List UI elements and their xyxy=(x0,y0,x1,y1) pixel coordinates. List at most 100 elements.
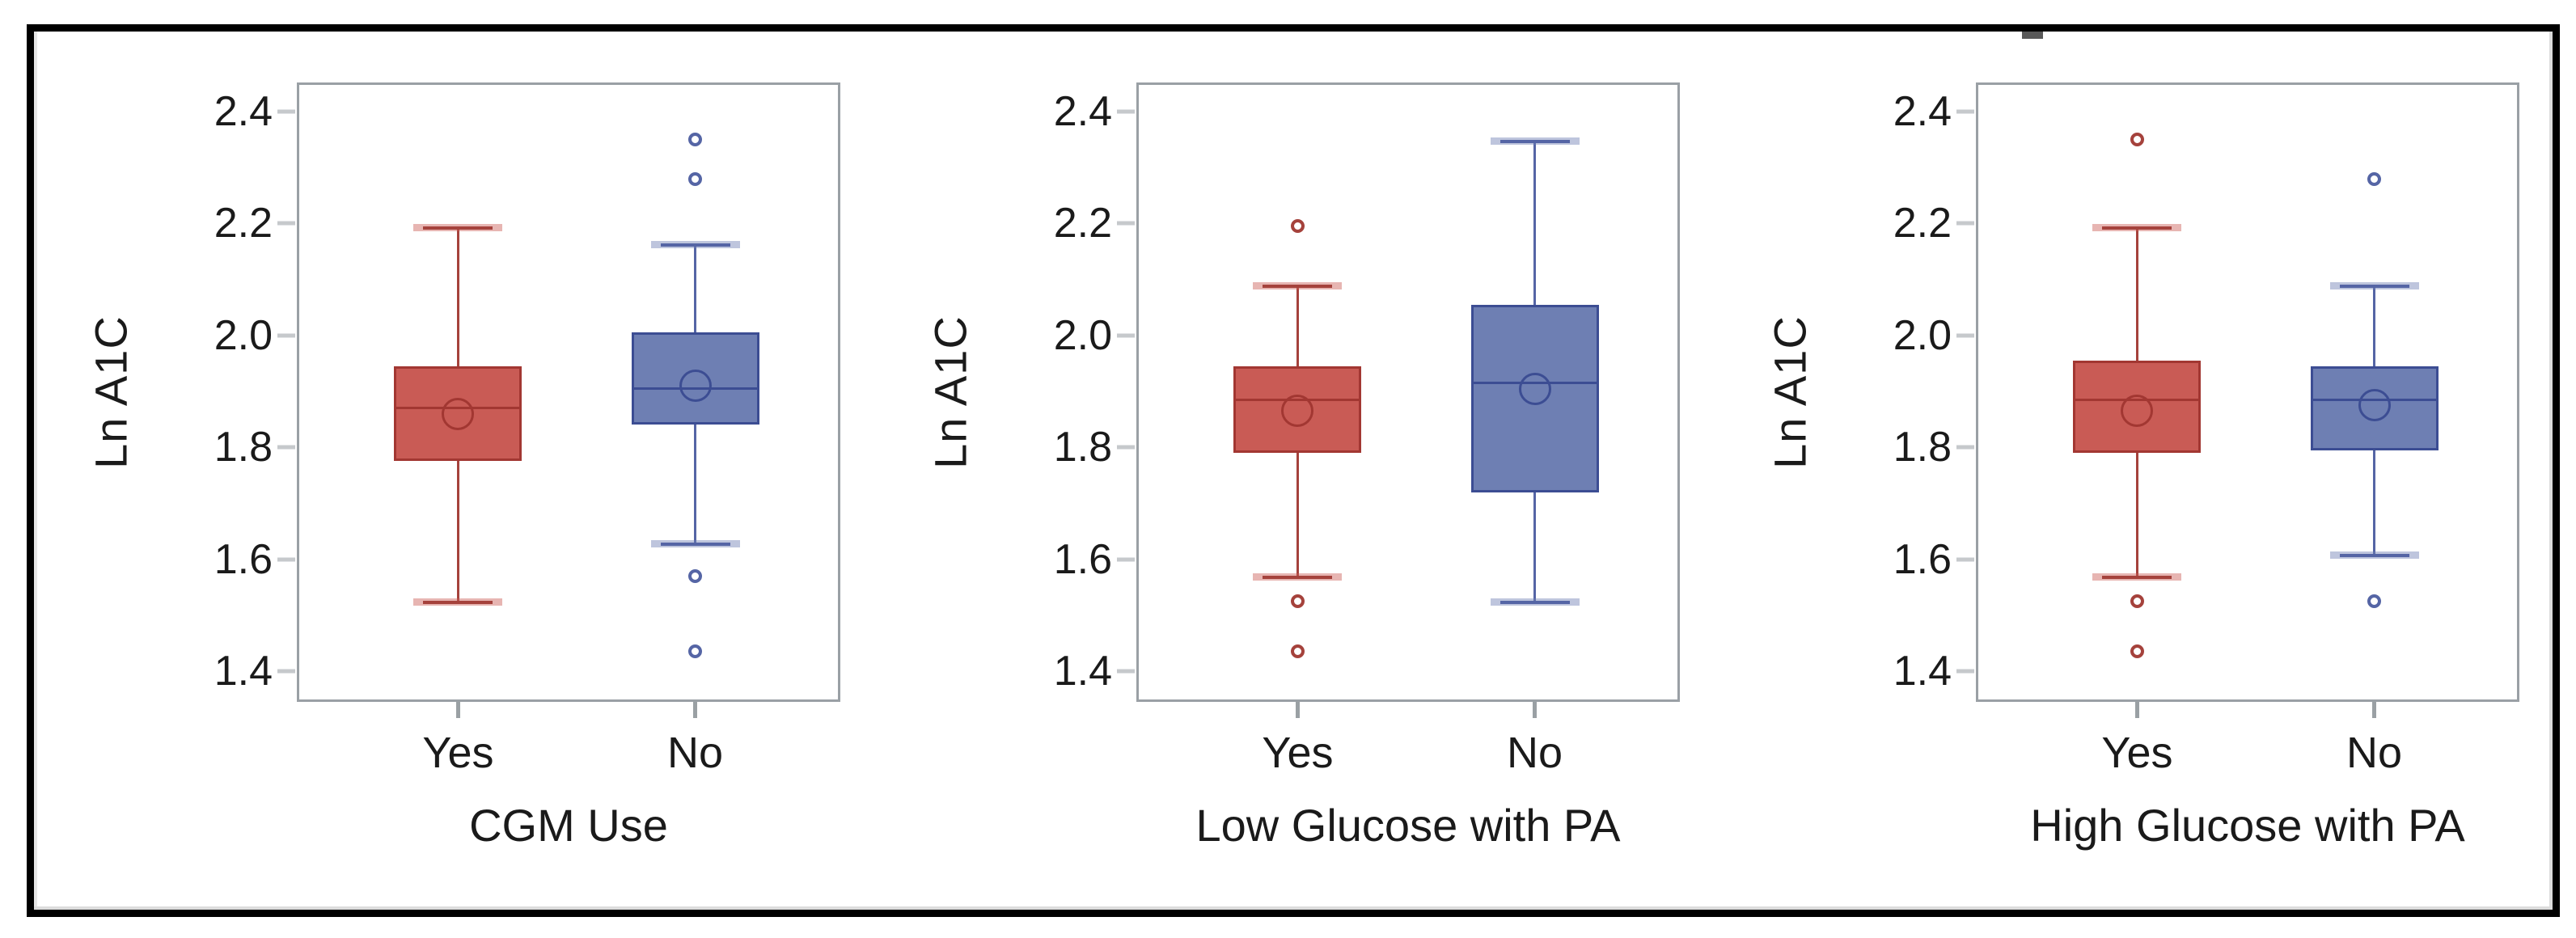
upper-whisker xyxy=(456,226,459,366)
y-axis-title: Ln A1C xyxy=(85,315,137,469)
y-tick-mark xyxy=(1117,333,1135,338)
y-tick-mark xyxy=(1956,221,1974,226)
upper-whisker xyxy=(1296,285,1299,366)
y-tick-label: 2.4 xyxy=(214,87,273,135)
x-tick-mark xyxy=(2134,702,2139,718)
outlier-point xyxy=(2130,133,2144,147)
lower-whisker xyxy=(2135,453,2138,577)
y-tick-label: 1.4 xyxy=(214,647,273,695)
y-tick-mark xyxy=(1956,333,1974,338)
mean-marker xyxy=(1518,372,1551,405)
x-tick-mark xyxy=(1533,702,1537,718)
y-tick-mark xyxy=(277,109,295,114)
y-tick-mark xyxy=(277,669,295,674)
x-tick-label: No xyxy=(1506,729,1563,777)
x-tick-mark xyxy=(2372,702,2376,718)
y-tick-label: 2.2 xyxy=(1893,200,1952,247)
upper-whisker xyxy=(2135,226,2138,361)
x-tick-mark xyxy=(455,702,460,718)
upper-whisker-cap xyxy=(2339,285,2409,289)
y-tick-label: 1.8 xyxy=(1893,424,1952,471)
outlier-point xyxy=(688,644,702,659)
x-axis-title: CGM Use xyxy=(469,800,668,851)
y-tick-label: 2.0 xyxy=(1053,311,1112,359)
y-tick-label: 1.6 xyxy=(1053,535,1112,583)
mean-marker xyxy=(679,370,712,403)
upper-whisker xyxy=(1533,139,1536,305)
lower-whisker xyxy=(1533,492,1536,602)
outlier-point xyxy=(1290,594,1305,608)
figure-border: Ln A1C 2.4 2.2 2.0 1.8 1.6 1.4 Yes No CGM Use Ln A… xyxy=(27,24,2560,917)
outlier-point xyxy=(2130,644,2144,659)
y-tick-mark xyxy=(277,557,295,562)
y-tick-mark xyxy=(277,445,295,450)
y-tick-mark xyxy=(277,333,295,338)
lower-whisker xyxy=(456,461,459,602)
y-tick-label: 2.0 xyxy=(1893,311,1952,359)
x-axis-title: Low Glucose with PA xyxy=(1195,800,1621,851)
y-tick-label: 1.4 xyxy=(1893,647,1952,695)
y-tick-label: 2.4 xyxy=(1053,87,1112,135)
lower-whisker-cap xyxy=(1263,576,1333,580)
x-tick-label: Yes xyxy=(1262,729,1334,777)
y-tick-mark xyxy=(1956,445,1974,450)
mean-marker xyxy=(1281,395,1314,428)
upper-whisker-cap xyxy=(2102,226,2172,230)
outlier-point xyxy=(2130,594,2144,608)
outlier-point xyxy=(688,568,702,583)
boxplot-panel: Ln A1C 2.4 2.2 2.0 1.8 1.6 1.4 Yes No Low Glucose… xyxy=(873,32,1713,910)
boxplot-panel: Ln A1C 2.4 2.2 2.0 1.8 1.6 1.4 Yes No CGM Use xyxy=(34,32,873,910)
plot-frame xyxy=(297,82,840,702)
outlier-point xyxy=(688,133,702,147)
y-tick-label: 1.6 xyxy=(1893,535,1952,583)
lower-whisker xyxy=(1296,453,1299,577)
x-axis-title: High Glucose with PA xyxy=(2030,800,2465,851)
outlier-point xyxy=(1290,219,1305,234)
upper-whisker-cap xyxy=(660,243,730,247)
y-tick-mark xyxy=(1956,669,1974,674)
mean-marker xyxy=(442,397,475,430)
y-tick-label: 1.8 xyxy=(1053,424,1112,471)
x-tick-label: Yes xyxy=(2101,729,2173,777)
lower-whisker xyxy=(2373,450,2375,554)
upper-whisker-cap xyxy=(423,226,493,230)
plot-frame xyxy=(1976,82,2519,702)
smudge-artifact xyxy=(2022,32,2043,39)
x-tick-label: No xyxy=(2345,729,2403,777)
lower-whisker-cap xyxy=(660,542,730,546)
boxplot-charts-row: Ln A1C 2.4 2.2 2.0 1.8 1.6 1.4 Yes No CGM Use Ln A… xyxy=(34,32,2553,910)
mean-marker xyxy=(2358,389,2391,422)
y-tick-label: 1.4 xyxy=(1053,647,1112,695)
plot-frame xyxy=(1136,82,1680,702)
y-tick-label: 2.4 xyxy=(1893,87,1952,135)
upper-whisker xyxy=(2373,285,2375,366)
y-tick-label: 2.2 xyxy=(214,200,273,247)
y-tick-mark xyxy=(1956,109,1974,114)
lower-whisker xyxy=(694,425,696,543)
outlier-point xyxy=(2367,594,2381,608)
outlier-point xyxy=(688,171,702,186)
lower-whisker-cap xyxy=(1499,601,1570,605)
upper-whisker-cap xyxy=(1499,139,1570,143)
y-axis-title: Ln A1C xyxy=(924,315,976,469)
y-tick-mark xyxy=(1117,109,1135,114)
y-axis-title: Ln A1C xyxy=(1764,315,1816,469)
x-tick-label: No xyxy=(666,729,724,777)
y-tick-label: 1.8 xyxy=(214,424,273,471)
lower-whisker-cap xyxy=(2339,553,2409,557)
y-tick-mark xyxy=(1956,557,1974,562)
y-tick-label: 2.0 xyxy=(214,311,273,359)
lower-whisker-cap xyxy=(2102,576,2172,580)
lower-whisker-cap xyxy=(423,601,493,605)
upper-whisker-cap xyxy=(1263,285,1333,289)
iqr-box xyxy=(631,332,759,425)
y-tick-mark xyxy=(1117,445,1135,450)
y-tick-mark xyxy=(1117,221,1135,226)
y-tick-label: 1.6 xyxy=(214,535,273,583)
outlier-point xyxy=(1290,644,1305,659)
y-tick-label: 2.2 xyxy=(1053,200,1112,247)
mean-marker xyxy=(2121,395,2154,428)
x-tick-label: Yes xyxy=(422,729,494,777)
x-tick-mark xyxy=(693,702,697,718)
y-tick-mark xyxy=(277,221,295,226)
